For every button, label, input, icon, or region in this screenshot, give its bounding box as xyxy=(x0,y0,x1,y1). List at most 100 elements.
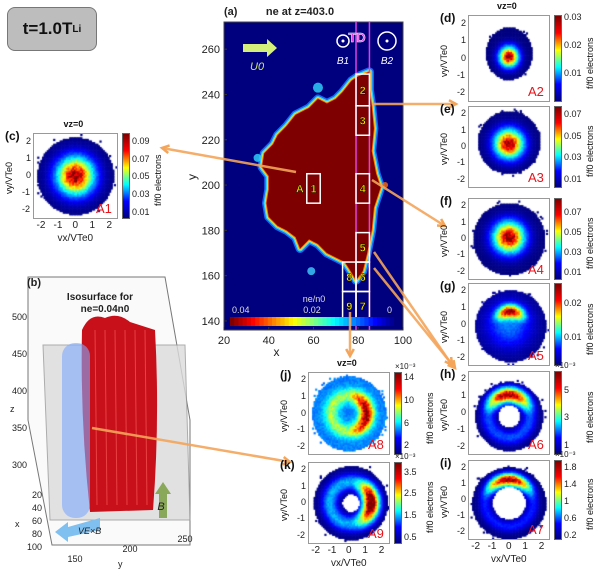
vdf-plot-A9 xyxy=(308,462,390,544)
colorbar-label: f/f0 electrons xyxy=(585,217,595,269)
b-field-dot-icon xyxy=(385,39,389,43)
connector-arrow xyxy=(91,426,291,464)
ExB-velocity-label: VE×B xyxy=(78,526,101,536)
region-label-A2: A2 xyxy=(528,84,544,99)
connector-arrow xyxy=(371,178,446,228)
region-box-label-9: 9 xyxy=(346,301,352,313)
panel-label-b: (b) xyxy=(27,277,41,289)
colorbar-multiplier: ×10⁻³ xyxy=(555,361,576,370)
colorbar-segment xyxy=(364,317,370,326)
region-label-A6: A6 xyxy=(528,437,544,452)
region-box-1 xyxy=(306,172,321,204)
colorbar-label: f/f0 electrons xyxy=(153,154,163,206)
y-tick-label: 0 xyxy=(26,170,32,180)
region-label-A5: A5 xyxy=(528,348,544,363)
y-tick-label: -2 xyxy=(457,526,466,536)
colorbar-tick-label: 3.5 xyxy=(404,466,417,477)
x-tick-label-3d: 60 xyxy=(32,516,42,526)
y-tick-label: 140 xyxy=(202,316,220,328)
y-axis-label-3d: y xyxy=(118,559,123,569)
region-box-label-7: 7 xyxy=(360,301,366,313)
y-tick-label: 2 xyxy=(461,17,467,28)
x-axis-label: vx/VTe0 xyxy=(491,554,527,565)
colorbar-segment xyxy=(368,317,374,326)
panel-label-j: (j) xyxy=(280,368,292,382)
colorbar-tick-label: 10 xyxy=(404,394,415,405)
colorbar-tick-label: 5 xyxy=(564,385,570,396)
colorbar-segment xyxy=(297,317,302,326)
x-tick-label: -2 xyxy=(36,220,46,231)
colorbar-segment xyxy=(293,317,298,326)
y-tick-label: -1 xyxy=(457,69,466,80)
y-tick-label: 2 xyxy=(461,200,467,211)
y-tick-label: -1 xyxy=(22,187,31,198)
isosurface-stripe xyxy=(124,329,128,506)
colorbar-tick-label: 0.07 xyxy=(564,207,582,217)
y-tick-label: 2 xyxy=(461,108,467,119)
isosurface-stripe xyxy=(134,329,138,506)
colorbar-tick-label: 0.02 xyxy=(564,297,582,308)
y-axis-label: vy/VTe0 xyxy=(439,44,449,77)
colorbar-tick-label: 0.07 xyxy=(564,108,582,119)
colorbar-label: ne/n0 xyxy=(303,294,326,304)
z-tick-label: 400 xyxy=(12,386,27,396)
vdf-plot-A7 xyxy=(468,460,550,540)
y-axis-label: vy/VTe0 xyxy=(279,399,289,432)
x-tick-label: 2 xyxy=(106,220,113,231)
y-tick-label-3d: 150 xyxy=(67,554,82,564)
connector-arrowhead-icon xyxy=(159,144,170,154)
vdf-plot-A6 xyxy=(468,371,550,455)
connector-arrowhead-icon xyxy=(345,348,355,359)
region-box-label-6: 6 xyxy=(360,272,366,284)
b-field-label-3d: B xyxy=(157,501,164,513)
x-tick-label: -1 xyxy=(327,545,337,556)
colorbar-segment xyxy=(343,317,349,326)
colorbar-label: f/f0 electrons xyxy=(585,391,595,443)
y-axis-label: vy/VTe0 xyxy=(439,132,449,165)
colorbar-segment xyxy=(230,317,235,326)
connector-arrowhead-icon xyxy=(447,359,457,371)
region-box-label-2: 2 xyxy=(360,85,366,97)
colorbar-segment xyxy=(288,317,294,326)
x-axis-label: vx/VTe0 xyxy=(57,233,94,244)
y-tick-label: 1 xyxy=(461,478,467,488)
y-tick-label: -2 xyxy=(297,440,306,451)
x-tick-label: -1 xyxy=(487,541,497,552)
colorbar-tick-label: 0.05 xyxy=(132,171,150,182)
colorbar-segment xyxy=(259,317,265,326)
x-tick-label-3d: 40 xyxy=(32,503,42,513)
x-tick-label: 1 xyxy=(522,541,528,552)
isosurface-red-surface xyxy=(81,315,158,512)
colorbar-segment xyxy=(330,317,336,326)
z-tick-label: 500 xyxy=(12,312,27,322)
colorbar-tick-label: 0.01 xyxy=(132,206,150,217)
time-label: t=1.0T xyxy=(22,18,73,38)
x-axis-label: vx/VTe0 xyxy=(331,558,367,569)
colorbar-segment xyxy=(360,317,365,326)
colorbar-segment xyxy=(393,317,399,326)
y-axis-label: y xyxy=(185,174,199,180)
y-tick-label: 2 xyxy=(301,464,307,475)
colorbar-tick-label: 0.03 xyxy=(132,189,150,200)
colorbar-A2 xyxy=(554,15,562,102)
y-tick-label: 0 xyxy=(461,52,467,63)
panel-label-d: (d) xyxy=(440,11,456,25)
y-tick-label: 2 xyxy=(461,462,467,472)
x-tick-label: 0 xyxy=(72,220,79,231)
colorbar-A1 xyxy=(122,133,130,219)
y-tick-label: -2 xyxy=(457,265,466,276)
y-tick-label: 220 xyxy=(202,135,220,147)
colorbar-tick-label: 0.5 xyxy=(404,531,417,542)
colorbar-segment xyxy=(272,317,277,326)
y-tick-label: 1 xyxy=(461,124,467,135)
panel-label-k: (k) xyxy=(280,458,295,472)
colorbar-segment xyxy=(335,317,340,326)
y-tick-label: 1 xyxy=(461,301,467,312)
y-tick-label: -1 xyxy=(457,423,466,434)
panel-title-j: vz=0 xyxy=(337,358,357,368)
y-tick-label: -2 xyxy=(457,351,466,362)
region-box-label-8: 8 xyxy=(346,272,352,284)
colorbar-tick-label: 0.01 xyxy=(564,332,582,343)
time-label-box: t=1.0T Li xyxy=(7,7,97,51)
y-tick-label: 0 xyxy=(461,141,467,151)
